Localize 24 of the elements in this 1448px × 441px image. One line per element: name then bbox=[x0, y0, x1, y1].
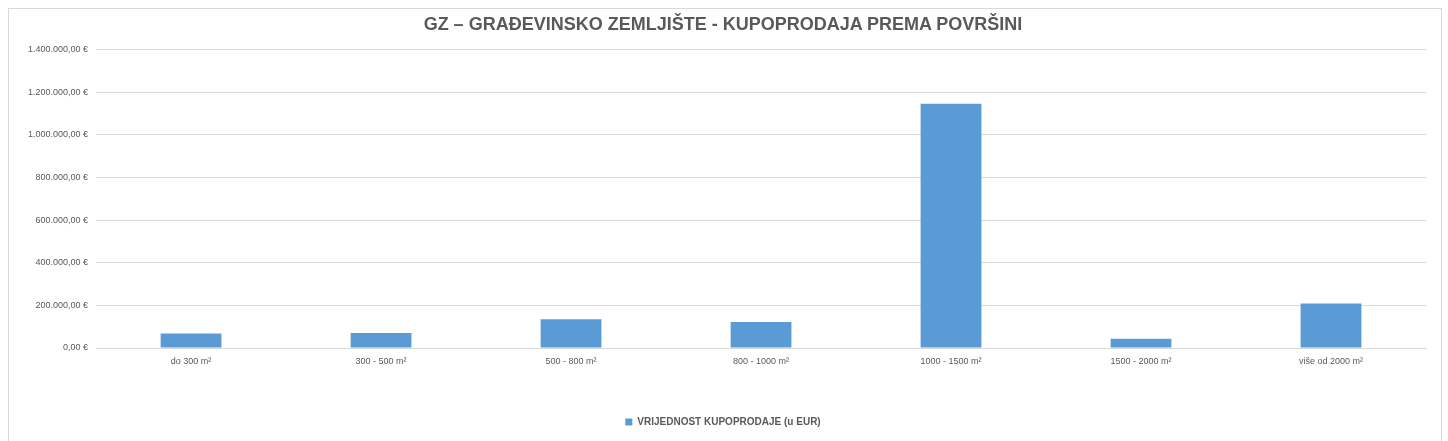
y-tick-label: 800.000,00 € bbox=[35, 171, 89, 182]
y-tick-label: 0,00 € bbox=[63, 342, 89, 353]
x-tick-label: više od 2000 m² bbox=[1298, 355, 1364, 366]
y-tick-label: 1.000.000,00 € bbox=[27, 129, 89, 140]
bar bbox=[920, 103, 982, 348]
chart-title: GZ – GRAĐEVINSKO ZEMLJIŠTE - KUPOPRODAJA PREMA POVRŠINI bbox=[423, 12, 1023, 34]
y-tick-label: 200.000,00 € bbox=[35, 299, 89, 310]
bar bbox=[350, 333, 412, 348]
x-tick-label: 1500 - 2000 m² bbox=[1110, 355, 1172, 366]
bar bbox=[1110, 338, 1172, 348]
bar bbox=[540, 319, 602, 348]
x-tick-label: do 300 m² bbox=[170, 355, 212, 366]
bar bbox=[1300, 303, 1362, 348]
legend-label: VRIJEDNOST KUPOPRODAJE (u EUR) bbox=[637, 415, 821, 427]
y-tick-label: 1.400.000,00 € bbox=[27, 44, 89, 55]
x-tick-label: 1000 - 1500 m² bbox=[920, 355, 982, 366]
x-tick-label: 300 - 500 m² bbox=[355, 355, 407, 366]
y-tick-label: 600.000,00 € bbox=[35, 214, 89, 225]
y-tick-label: 400.000,00 € bbox=[35, 257, 89, 268]
bar bbox=[160, 333, 222, 348]
bar bbox=[730, 322, 792, 348]
y-tick-label: 1.200.000,00 € bbox=[27, 86, 89, 97]
x-tick-label: 500 - 800 m² bbox=[545, 355, 597, 366]
x-tick-label: 800 - 1000 m² bbox=[733, 355, 790, 366]
